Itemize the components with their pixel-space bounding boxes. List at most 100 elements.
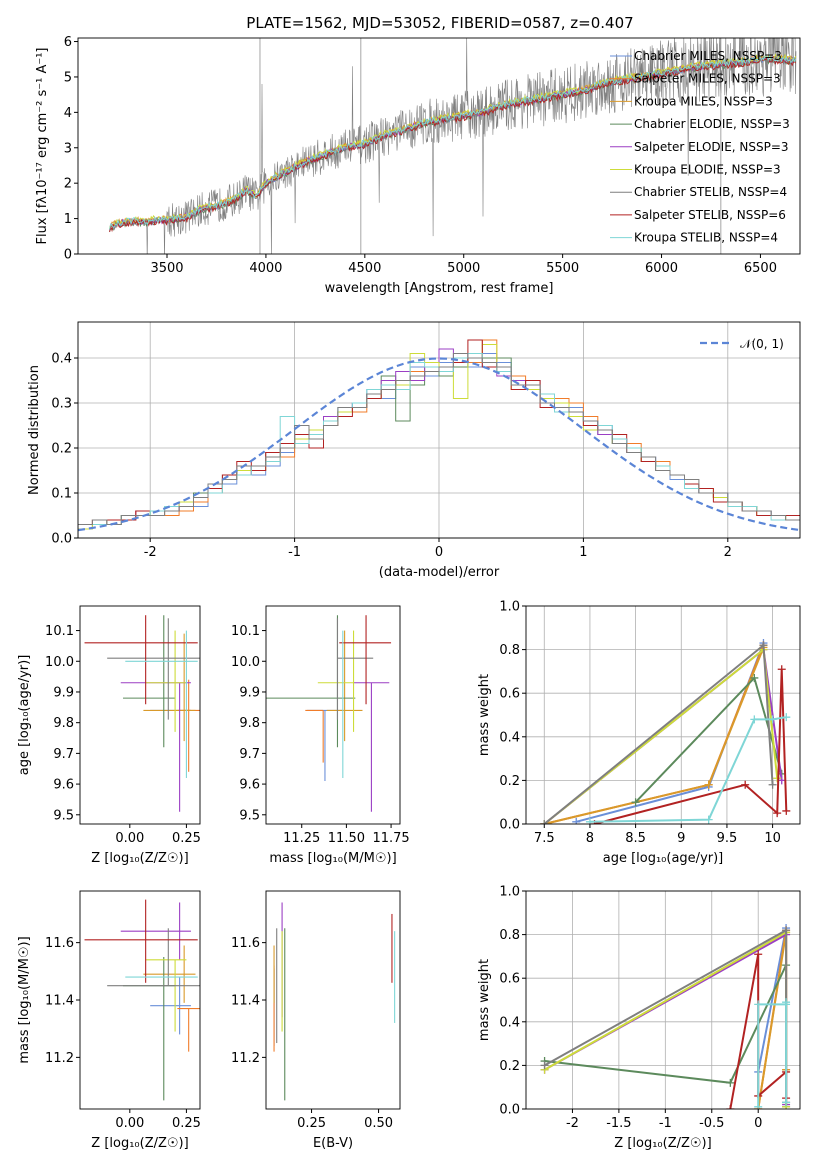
y-tick-label: 6 <box>64 35 72 50</box>
x-axis-label: Z [log₁₀(Z/Z☉)] <box>91 1136 188 1151</box>
point-marker <box>572 817 581 824</box>
x-tick-label: -1.5 <box>606 1116 631 1131</box>
chart-title: PLATE=1562, MJD=53052, FIBERID=0587, z=0… <box>246 14 633 32</box>
y-tick-label: 9.5 <box>53 808 74 823</box>
x-tick-label: 8 <box>586 831 594 846</box>
point-marker <box>759 641 768 650</box>
x-tick-label: -1 <box>288 545 301 560</box>
residual-histogram-panel: -2 -1 0 1 2 0.0 0.1 0.2 0.3 0.4 (data-model)/error… <box>27 321 801 580</box>
y-tick-label: 10.1 <box>45 624 74 639</box>
y-tick-label: 11.2 <box>45 1051 74 1066</box>
point-marker <box>726 1105 735 1109</box>
point-marker <box>777 665 786 674</box>
histogram-step-kroupa-stelib <box>78 353 800 538</box>
x-tick-label: 9 <box>677 831 685 846</box>
y-tick-label: 0.2 <box>499 774 520 789</box>
x-tick-label: 4000 <box>249 261 282 276</box>
point-marker <box>768 780 777 789</box>
plot-area <box>273 902 396 1101</box>
x-axis-label: age [log₁₀(age/yr)] <box>603 851 724 866</box>
plot-area <box>84 899 200 1101</box>
y-tick-label: 9.9 <box>53 685 74 700</box>
plot-area <box>540 924 791 1109</box>
x-axis-label: Z [log₁₀(Z/Z☉)] <box>614 1136 711 1151</box>
y-axis-label: mass [log₁₀(M/M☉)] <box>17 936 32 1063</box>
model-line-kroupa-stelib <box>109 53 797 230</box>
y-tick-label: 4 <box>64 106 72 121</box>
x-tick-label: 0.25 <box>172 1116 201 1131</box>
y-tick-label: 9.7 <box>53 747 74 762</box>
x-tick-label: 0 <box>754 1116 762 1131</box>
y-axis-label: Flux [fλ10⁻¹⁷ erg cm⁻² s⁻¹ A⁻¹] <box>35 48 50 245</box>
age-vs-mass-panel: 11.25 11.50 11.75 9.5 9.6 9.7 9.8 9.9 10.0 10.1 ma… <box>231 605 410 866</box>
plot-area <box>540 639 791 824</box>
y-tick-label: 9.8 <box>239 716 260 731</box>
mass-weight-vs-metallicity-panel: -2 -1.5 -1 -0.5 0 0.0 0.2 0.4 0.6 0.8 1.0 Z [log₁₀(… <box>477 885 801 1151</box>
x-tick-label: 2 <box>724 545 732 560</box>
x-tick-label: 5000 <box>447 261 480 276</box>
model-line-salpeter-stelib <box>109 56 796 233</box>
mass-vs-metallicity-panel: 0.00 0.25 11.2 11.4 11.6 Z [log₁₀(Z/Z☉)] mass … <box>17 890 201 1151</box>
point-marker <box>782 998 791 1007</box>
x-tick-label: 0 <box>435 545 443 560</box>
y-tick-label: 5 <box>64 70 72 85</box>
x-tick-label: 0.00 <box>115 1116 144 1131</box>
x-tick-label: 6500 <box>744 261 777 276</box>
legend-label: 𝒩(0, 1) <box>740 337 784 351</box>
legend-label: Chabrier STELIB, NSSP=4 <box>634 185 787 199</box>
y-tick-label: 1.0 <box>499 600 520 615</box>
y-tick-label: 9.6 <box>53 778 74 793</box>
age-vs-metallicity-panel: 0.00 0.25 9.5 9.6 9.7 9.8 9.9 10.0 10.1 Z [log₁₀(… <box>17 605 201 866</box>
point-marker <box>704 780 713 789</box>
x-tick-label: 11.50 <box>328 831 365 846</box>
y-axis-label: mass weight <box>477 674 492 756</box>
x-axis-label: wavelength [Angstrom, rest frame] <box>325 281 554 296</box>
y-tick-label: 0.2 <box>499 1059 520 1074</box>
x-axis-label: (data-model)/error <box>379 565 500 580</box>
y-tick-label: 11.6 <box>45 936 74 951</box>
point-marker <box>773 774 782 783</box>
y-tick-label: 2 <box>64 177 72 192</box>
y-tick-label: 0.8 <box>499 928 520 943</box>
axes-frame <box>525 605 801 825</box>
legend-label: Salpeter STELIB, NSSP=6 <box>634 208 786 222</box>
point-marker <box>782 926 791 935</box>
y-tick-label: 0.3 <box>51 397 72 412</box>
y-tick-label: 0.8 <box>499 643 520 658</box>
axes-frame <box>79 605 201 825</box>
x-tick-label: 11.25 <box>283 831 320 846</box>
legend-label: Kroupa MILES, NSSP=3 <box>634 94 773 108</box>
point-marker <box>726 1078 735 1087</box>
x-tick-label: -2 <box>566 1116 579 1131</box>
x-tick-label: 9.5 <box>717 831 738 846</box>
x-tick-label: 11.75 <box>372 831 409 846</box>
point-marker <box>585 817 594 824</box>
y-tick-label: 9.8 <box>53 716 74 731</box>
y-tick-label: 10.0 <box>231 655 260 670</box>
axes-frame <box>265 605 401 825</box>
x-tick-label: 0.25 <box>297 1116 326 1131</box>
legend-label: Salpeter ELODIE, NSSP=3 <box>634 140 789 154</box>
point-marker <box>754 1000 763 1009</box>
point-marker <box>750 673 759 682</box>
y-tick-label: 11.6 <box>231 936 260 951</box>
y-tick-label: 0.0 <box>499 1103 520 1118</box>
y-tick-label: 9.7 <box>239 747 260 762</box>
y-tick-label: 10.1 <box>231 624 260 639</box>
x-tick-label: -0.5 <box>699 1116 724 1131</box>
point-marker <box>750 715 759 724</box>
weight-line-kroupa-miles <box>757 932 788 1109</box>
y-tick-label: 9.5 <box>239 808 260 823</box>
y-tick-label: 0.6 <box>499 972 520 987</box>
y-tick-label: 0.4 <box>499 730 520 745</box>
y-tick-label: 0.6 <box>499 687 520 702</box>
y-tick-label: 0.4 <box>499 1015 520 1030</box>
point-marker <box>782 713 791 722</box>
y-tick-label: 9.9 <box>239 685 260 700</box>
y-tick-label: 3 <box>64 141 72 156</box>
x-tick-label: 0.50 <box>364 1116 393 1131</box>
point-marker <box>540 1061 549 1070</box>
point-marker <box>773 809 782 818</box>
x-axis-label: Z [log₁₀(Z/Z☉)] <box>91 851 188 866</box>
